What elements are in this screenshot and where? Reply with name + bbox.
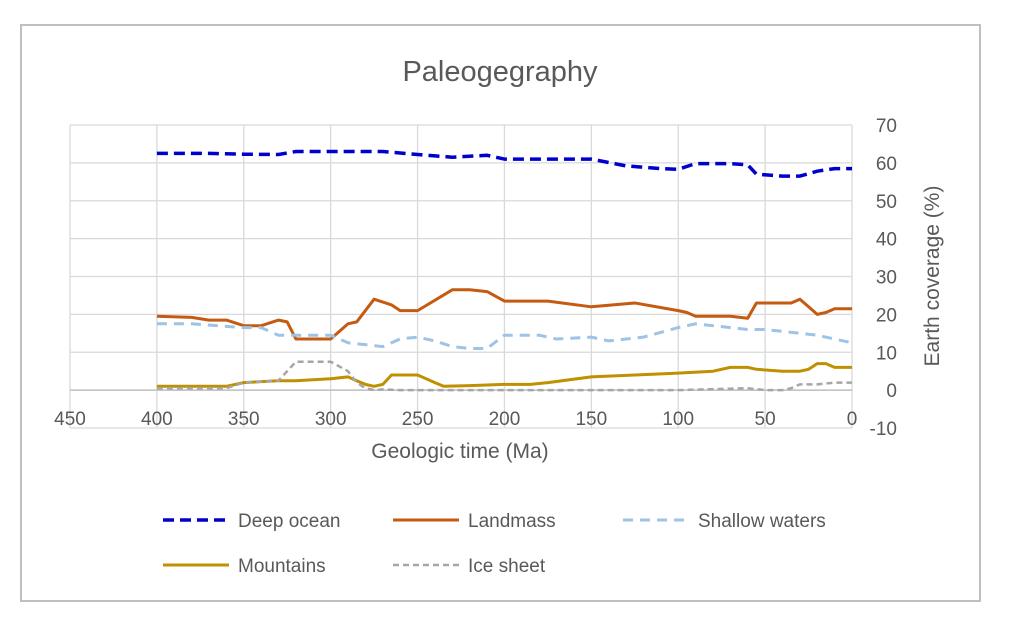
- series-line-mountains: [156, 362, 852, 388]
- x-tick-label: 450: [54, 409, 86, 430]
- legend: Deep ocean Landmass Shallow waters Mountain…: [163, 511, 826, 577]
- legend-label: Ice sheet: [468, 556, 546, 577]
- y-tick-label: 0: [886, 381, 897, 402]
- legend-label: Landmass: [468, 511, 556, 532]
- x-tick-label: 350: [228, 409, 260, 430]
- y-tick-label: -10: [870, 419, 897, 440]
- y-tick-label: 10: [876, 343, 897, 364]
- x-tick-label: 100: [662, 409, 694, 430]
- x-tick-label: 200: [489, 409, 521, 430]
- x-tick-label: 150: [575, 409, 607, 430]
- x-axis-ticks: 450 400 350 300 250 200 150 100 50 0: [54, 409, 857, 430]
- x-tick-label: 50: [755, 409, 776, 430]
- y-tick-label: 60: [876, 154, 897, 175]
- y-tick-label: 40: [876, 230, 897, 251]
- y-tick-label: 30: [876, 268, 897, 289]
- gridlines: [69, 124, 853, 429]
- y-axis-label: Earth coverage (%): [921, 186, 944, 367]
- y-tick-label: 20: [876, 305, 897, 326]
- x-tick-label: 250: [402, 409, 434, 430]
- legend-label: Shallow waters: [698, 511, 826, 532]
- series-line-deep-ocean: [156, 149, 852, 178]
- x-tick-label: 300: [315, 409, 347, 430]
- series-line-landmass: [156, 288, 852, 341]
- x-axis-label: Geologic time (Ma): [371, 440, 548, 463]
- series-line-ice-sheet: [156, 360, 852, 392]
- y-axis-ticks: 70 60 50 40 30 20 10 0 -10: [870, 116, 897, 440]
- y-tick-label: 50: [876, 192, 897, 213]
- series-line-shallow-waters: [156, 322, 853, 350]
- x-tick-label: 0: [847, 409, 858, 430]
- legend-label: Deep ocean: [238, 511, 340, 532]
- chart-title: Paleogegraphy: [402, 56, 598, 88]
- series-lines: [156, 149, 853, 392]
- x-tick-label: 400: [141, 409, 173, 430]
- legend-label: Mountains: [238, 556, 326, 577]
- y-tick-label: 70: [876, 116, 897, 137]
